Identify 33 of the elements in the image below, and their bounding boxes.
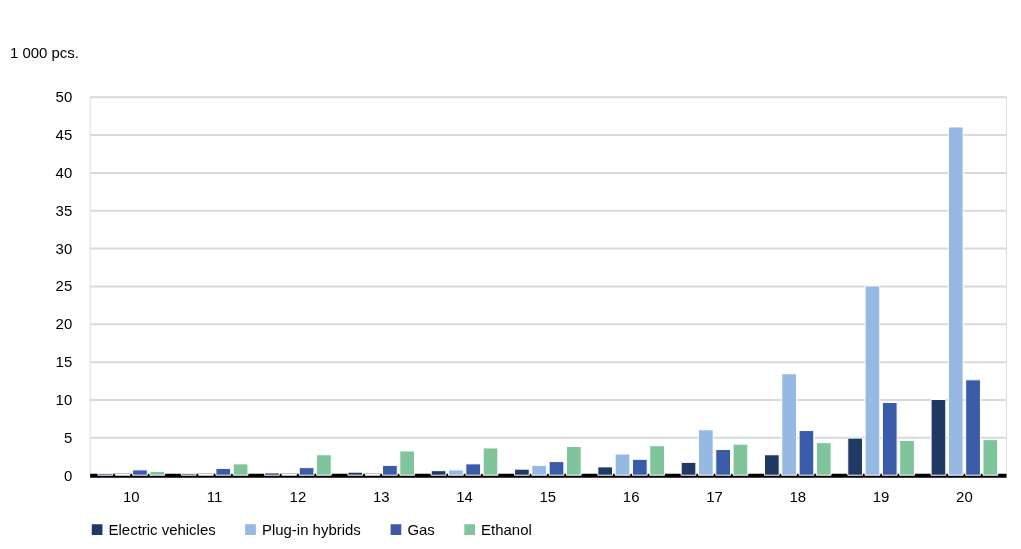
y-tick-label: 30	[55, 239, 73, 257]
x-tick-label: 15	[539, 487, 557, 505]
bar	[597, 466, 614, 476]
y-axis-title: 1 000 pcs.	[9, 43, 79, 61]
legend-label: Ethanol	[481, 520, 532, 538]
y-tick-label: 20	[55, 315, 73, 333]
x-tick-label: 12	[289, 487, 307, 505]
legend-label: Plug-in hybrids	[261, 520, 361, 538]
y-tick-label: 15	[55, 353, 73, 371]
bar	[232, 463, 249, 476]
bar	[482, 447, 499, 476]
x-tick-label: 10	[122, 487, 140, 505]
y-tick-label: 0	[63, 466, 73, 484]
x-tick-label: 11	[206, 487, 223, 505]
x-tick-label: 14	[456, 487, 473, 505]
y-tick-label: 25	[55, 277, 73, 295]
legend-label: Electric vehicles	[108, 520, 216, 538]
bar	[815, 442, 832, 476]
bar	[930, 399, 947, 476]
legend-label: Gas	[407, 520, 435, 538]
y-tick-label: 40	[55, 163, 73, 181]
x-tick-label: 16	[622, 487, 640, 505]
x-tick-label: 18	[789, 487, 807, 505]
x-tick-label: 19	[872, 487, 890, 505]
x-tick-label: 17	[706, 487, 723, 505]
y-tick-label: 50	[55, 88, 73, 106]
y-tick-label: 5	[63, 428, 73, 446]
x-tick-label: 20	[956, 487, 973, 505]
y-tick-label: 45	[55, 126, 73, 144]
bar	[347, 471, 364, 476]
y-tick-label: 35	[55, 201, 73, 219]
x-tick-label: 13	[372, 487, 390, 505]
y-tick-label: 10	[55, 390, 73, 408]
